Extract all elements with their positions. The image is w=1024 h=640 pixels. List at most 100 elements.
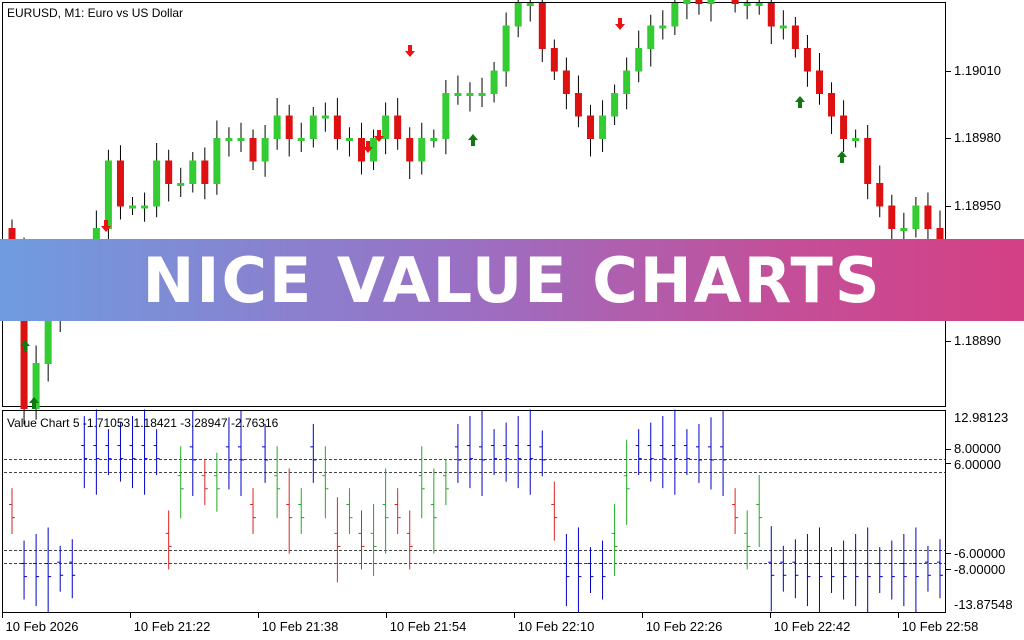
time-tick: [130, 613, 131, 618]
bull-candle: [382, 115, 390, 139]
bear-candle: [828, 93, 836, 117]
bear-candle: [876, 183, 884, 207]
banner-title: NICE VALUE CHARTS: [142, 243, 882, 317]
sell-arrow-icon: [101, 220, 111, 232]
price-tick: [946, 138, 951, 139]
bull-candle: [852, 138, 860, 141]
bull-candle: [683, 0, 691, 4]
bull-candle: [514, 3, 522, 27]
buy-arrow-icon: [795, 96, 805, 108]
bull-candle: [273, 115, 281, 139]
bear-candle: [165, 160, 173, 184]
bear-candle: [767, 3, 775, 27]
bull-candle: [261, 138, 269, 162]
bull-candle: [743, 3, 751, 6]
bull-candle: [32, 363, 40, 409]
time-label: 10 Feb 2026: [5, 619, 79, 634]
buy-arrow-icon: [468, 134, 478, 146]
indicator-level-label: 6.00000: [954, 457, 1001, 472]
time-label: 10 Feb 22:26: [645, 619, 723, 634]
bull-candle: [912, 205, 920, 229]
bear-candle: [864, 138, 872, 184]
bull-candle: [442, 93, 450, 139]
bull-candle: [635, 48, 643, 72]
bear-candle: [201, 160, 209, 184]
bear-candle: [586, 115, 594, 139]
time-tick: [898, 613, 899, 618]
bull-candle: [237, 138, 245, 141]
bull-candle: [213, 138, 221, 184]
time-label: 10 Feb 22:10: [517, 619, 595, 634]
bull-candle: [611, 93, 619, 117]
bull-candle: [225, 138, 233, 141]
indicator-level-label: -8.00000: [954, 562, 1006, 577]
bull-candle: [490, 70, 498, 94]
bull-candle: [755, 3, 763, 6]
bull-candle: [900, 228, 908, 231]
sell-arrow-icon: [615, 18, 625, 30]
bull-candle: [418, 138, 426, 162]
bull-candle: [454, 93, 462, 96]
buy-arrow-icon: [20, 340, 30, 352]
indicator-tick: [946, 569, 951, 570]
bull-candle: [478, 93, 486, 96]
bear-candle: [538, 3, 546, 49]
time-label: 10 Feb 21:54: [389, 619, 467, 634]
bull-candle: [526, 3, 534, 6]
bear-candle: [574, 93, 582, 117]
bear-candle: [924, 205, 932, 229]
bull-candle: [321, 115, 329, 119]
time-tick: [258, 613, 259, 618]
time-label: 10 Feb 22:42: [773, 619, 851, 634]
chart-title: EURUSD, M1: Euro vs US Dollar: [7, 6, 184, 20]
buy-arrow-icon: [29, 397, 39, 409]
indicator-level-label: -6.00000: [954, 546, 1006, 561]
bull-candle: [671, 3, 679, 27]
price-label: 1.19010: [954, 63, 1001, 78]
indicator-level-label: 8.00000: [954, 441, 1001, 456]
time-tick: [642, 613, 643, 618]
time-tick: [2, 613, 3, 618]
price-tick: [946, 71, 951, 72]
bull-candle: [466, 93, 474, 96]
indicator-tick: [946, 463, 951, 464]
bear-candle: [358, 138, 366, 162]
bear-candle: [394, 115, 402, 139]
bull-candle: [599, 115, 607, 139]
time-label: 10 Feb 21:38: [261, 619, 339, 634]
time-tick: [386, 613, 387, 618]
bull-candle: [779, 25, 787, 29]
indicator-title: Value Chart 5 -1.71053 1.18421 -3.28947 …: [7, 416, 279, 430]
bull-candle: [707, 0, 715, 4]
bull-candle: [647, 25, 655, 49]
bear-candle: [791, 25, 799, 49]
promo-banner: NICE VALUE CHARTS: [0, 239, 1024, 321]
bull-candle: [297, 138, 305, 141]
price-label: 1.18950: [954, 198, 1001, 213]
bear-candle: [562, 70, 570, 94]
price-tick: [946, 206, 951, 207]
indicator-pane[interactable]: [2, 410, 946, 613]
indicator-tick: [946, 553, 951, 554]
bull-candle: [189, 160, 197, 184]
time-tick: [514, 613, 515, 618]
bull-candle: [44, 318, 52, 364]
bull-candle: [370, 138, 378, 162]
bear-candle: [116, 160, 124, 207]
bull-candle: [153, 160, 161, 207]
time-tick: [770, 613, 771, 618]
bear-candle: [285, 115, 293, 139]
time-label: 10 Feb 22:58: [901, 619, 979, 634]
sell-arrow-icon: [405, 45, 415, 57]
sell-arrow-icon: [374, 130, 384, 142]
bull-candle: [659, 25, 667, 29]
price-tick: [946, 341, 951, 342]
bear-candle: [249, 138, 257, 162]
bear-candle: [695, 0, 703, 4]
bear-candle: [815, 70, 823, 94]
indicator-level-label: -13.87548: [954, 597, 1013, 612]
price-label: 1.18980: [954, 130, 1001, 145]
indicator-tick: [946, 449, 951, 450]
bear-candle: [888, 205, 896, 229]
